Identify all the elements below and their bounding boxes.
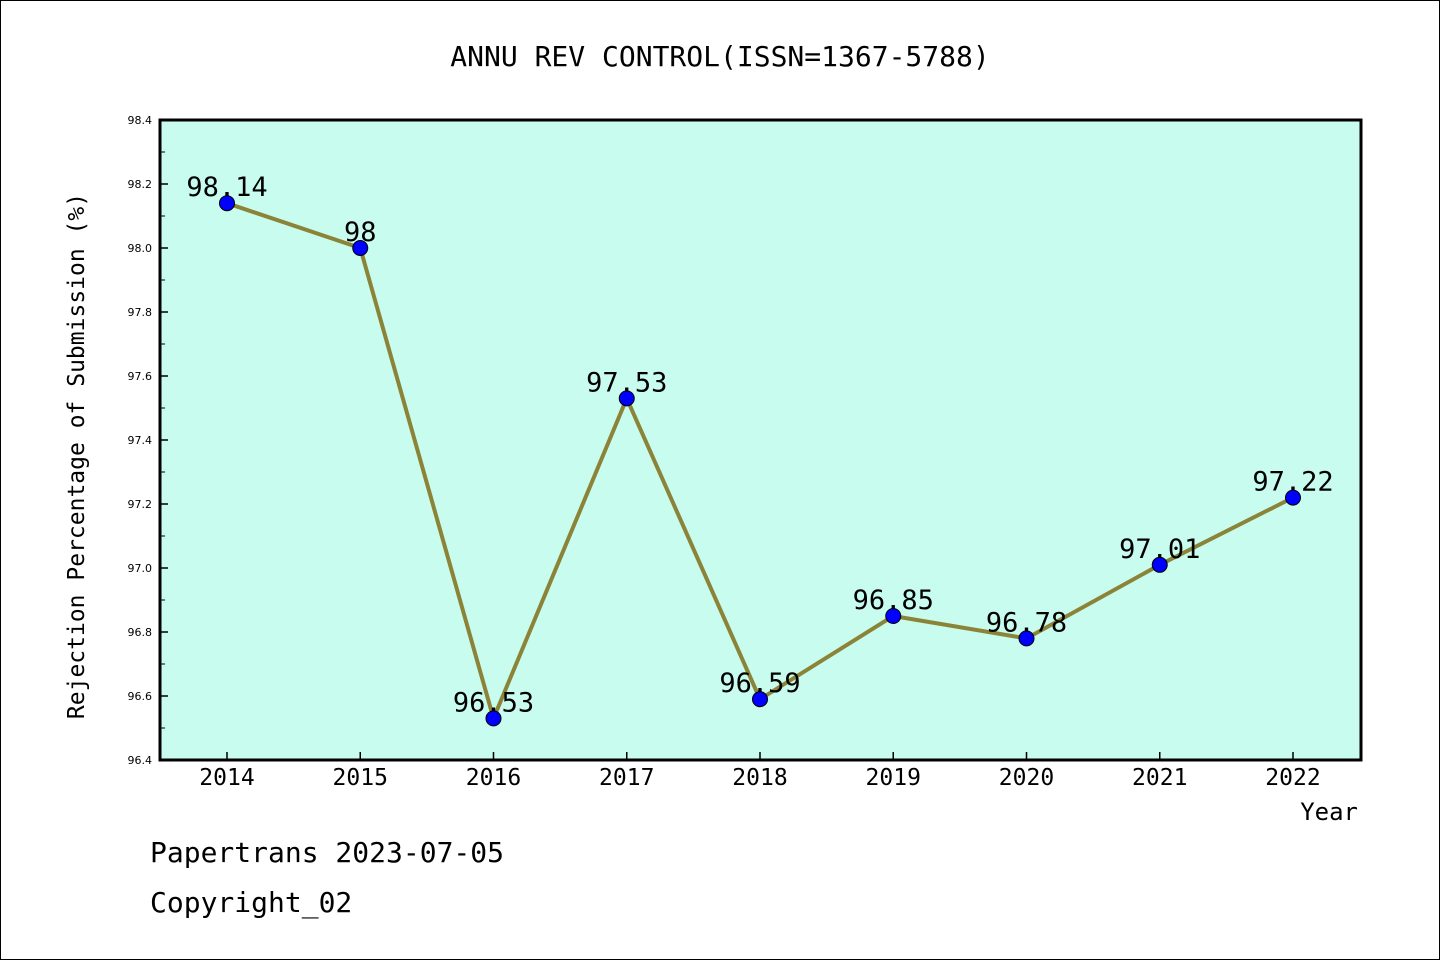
data-point [752,691,768,708]
x-tick-label: 2016 [466,765,521,791]
data-point [219,195,235,212]
x-axis-label: Year [1300,798,1358,826]
y-tick-label: 96.8 [128,626,153,639]
data-label: 96.85 [853,585,934,616]
data-markers [219,195,1301,727]
y-axis-label: Rejection Percentage of Submission (%) [64,193,90,719]
x-tick-label: 2019 [866,765,921,791]
y-tick-label: 98.4 [128,114,153,127]
data-label: 96.53 [453,687,534,718]
y-axis: 96.4 96.6 96.8 97.0 97.2 97.4 97.6 97.8 98.0 98.2… [128,114,168,767]
x-tick-label: 2018 [732,765,787,791]
x-tick-label: 2020 [999,765,1054,791]
data-point [1285,489,1301,506]
data-point [352,240,369,256]
data-label: 96.78 [986,607,1067,638]
data-label: 97.53 [586,367,667,398]
data-point [1018,630,1035,647]
y-tick-label: 97.4 [128,434,153,447]
data-label: 98.14 [186,172,267,203]
data-point [618,390,635,407]
footer-copyright: Copyright_02 [150,886,353,919]
chart-title: ANNU REV CONTROL(ISSN=1367-5788) [450,40,989,73]
x-tick-label: 2021 [1132,765,1187,791]
footer-source: Papertrans 2023-07-05 [150,836,505,869]
data-point [885,608,902,624]
data-label: 96.59 [719,668,800,699]
y-tick-label: 96.4 [128,754,153,767]
y-tick-label: 97.2 [128,498,153,511]
y-tick-label: 97.0 [128,562,153,575]
x-tick-label: 2015 [333,765,388,791]
y-tick-label: 98.0 [128,242,153,255]
data-label: 97.01 [1119,534,1200,565]
x-tick-label: 2014 [199,765,254,791]
x-tick-label: 2022 [1265,765,1320,791]
data-point [485,710,502,727]
data-label: 97.22 [1252,467,1333,498]
data-label: 98 [344,217,377,248]
y-tick-label: 97.6 [128,370,153,383]
plot-area [158,118,1363,762]
data-point [1151,556,1168,573]
y-tick-label: 97.8 [128,306,153,319]
x-axis: 2014 2015 2016 2017 2018 2019 2020 2021 2022 [199,752,1321,791]
y-tick-label: 98.2 [128,178,153,191]
x-tick-label: 2017 [599,765,654,791]
data-labels: 98.14 98 96.53 97.53 96.59 96.85 96.78 97.01 97.… [186,172,1333,718]
y-tick-label: 96.6 [128,690,153,703]
